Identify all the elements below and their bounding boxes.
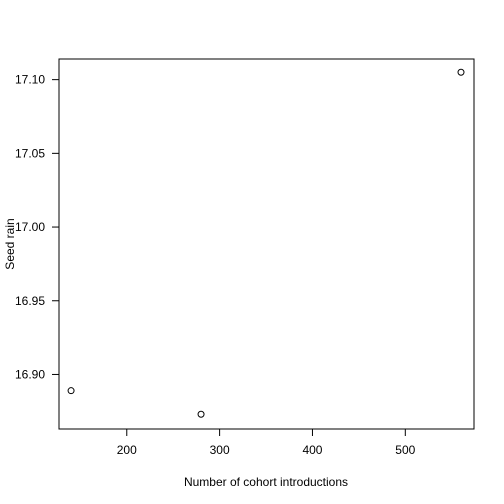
data-point [457, 68, 465, 76]
y-tick-label: 17.00 [15, 220, 45, 234]
y-axis-title: Seed rain [3, 218, 17, 269]
x-tick-label: 500 [395, 443, 415, 457]
y-tick-label: 16.95 [15, 294, 45, 308]
x-axis: 200 300 400 500 [117, 429, 416, 457]
y-tick-label: 17.05 [15, 146, 45, 160]
data-point [67, 387, 75, 395]
y-axis: 16.90 16.95 17.00 17.05 17.10 [15, 73, 59, 381]
x-tick-label: 300 [210, 443, 230, 457]
plot-frame [58, 58, 475, 430]
x-tick-label: 200 [117, 443, 137, 457]
y-tick-label: 17.10 [15, 73, 45, 87]
x-axis-title: Number of cohort introductions [184, 475, 348, 489]
data-points [67, 68, 465, 418]
y-tick-label: 16.90 [15, 367, 45, 381]
x-tick-label: 400 [302, 443, 322, 457]
data-point [197, 410, 205, 418]
